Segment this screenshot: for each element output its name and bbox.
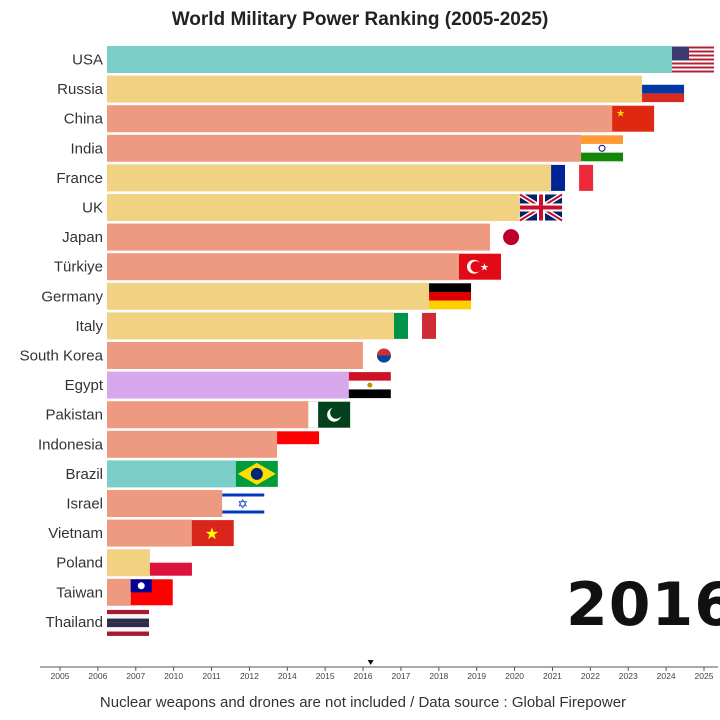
country-label: India (70, 140, 103, 157)
country-label: UK (82, 200, 103, 217)
current-year-label: 2016 (566, 570, 720, 640)
timeline-tick-label[interactable]: 2012 (240, 671, 259, 681)
country-label: Vietnam (48, 525, 103, 542)
country-label: China (64, 111, 104, 128)
flag-us-icon (672, 46, 714, 73)
timeline-tick-label[interactable]: 2005 (51, 671, 70, 681)
bar-türkiye (107, 253, 459, 281)
flag-pk-icon (308, 401, 351, 428)
svg-text:★: ★ (616, 109, 625, 120)
country-label: Pakistan (45, 407, 103, 424)
timeline-tick-label[interactable]: 2023 (619, 671, 638, 681)
country-label: Indonesia (38, 436, 104, 453)
bar-india (107, 134, 582, 162)
country-label: Poland (56, 555, 103, 572)
country-label: Russia (57, 81, 104, 98)
bar-russia (107, 75, 643, 103)
timeline-tick-label[interactable]: 2014 (278, 671, 297, 681)
timeline-tick-label[interactable]: 2015 (316, 671, 335, 681)
flag-eg-icon (348, 372, 391, 399)
footer-note: Nuclear weapons and drones are not inclu… (99, 694, 627, 711)
bar-italy (107, 312, 395, 340)
flag-jp-icon (490, 224, 533, 251)
flag-tw-icon (130, 579, 173, 606)
country-label: USA (72, 52, 103, 69)
svg-text:✡: ✡ (237, 497, 248, 512)
timeline-tick-label[interactable]: 2011 (202, 671, 221, 681)
timeline-tick-label[interactable]: 2007 (126, 671, 145, 681)
flag-vn-icon: ★ (191, 520, 234, 547)
flag-de-icon (429, 283, 472, 310)
timeline-tick-label[interactable]: 2024 (657, 671, 676, 681)
bar-germany (107, 282, 430, 310)
flag-in-icon (581, 135, 624, 162)
flag-id-icon (277, 431, 320, 458)
timeline-tick-label[interactable]: 2025 (695, 671, 714, 681)
flag-uk-icon (518, 192, 564, 223)
bar-france (107, 164, 552, 192)
bar-pakistan (107, 401, 309, 429)
bar-vietnam (107, 519, 192, 547)
svg-text:★: ★ (205, 526, 219, 543)
bar-south-korea (107, 342, 363, 369)
flag-pl-icon (149, 549, 192, 576)
timeline-tick-label[interactable]: 2019 (467, 671, 486, 681)
country-label: Egypt (65, 377, 104, 394)
timeline-tick-label[interactable]: 2020 (505, 671, 524, 681)
flag-fr-icon (551, 164, 594, 191)
flag-it-icon (394, 312, 437, 339)
timeline-tick-label[interactable]: 2022 (581, 671, 600, 681)
country-label: Taiwan (56, 584, 103, 601)
flag-kr-icon (362, 342, 405, 369)
country-label: Japan (62, 229, 103, 246)
timeline-tick-label[interactable]: 2021 (543, 671, 562, 681)
bar-china (107, 105, 613, 133)
timeline-marker[interactable] (367, 660, 374, 665)
flag-ru-icon (642, 76, 685, 103)
country-label: Türkiye (54, 259, 103, 276)
timeline-tick-label[interactable]: 2017 (391, 671, 410, 681)
bar-israel (107, 490, 223, 517)
bar-usa (107, 46, 672, 73)
bar-uk (107, 194, 521, 221)
country-label: Germany (41, 288, 103, 305)
timeline-tick-label[interactable]: 2016 (354, 671, 373, 681)
timeline-tick-label[interactable]: 2006 (88, 671, 107, 681)
bar-japan (107, 223, 491, 251)
country-label: Thailand (45, 614, 103, 631)
flag-br-icon (235, 460, 278, 487)
bar-brazil (107, 460, 236, 488)
timeline-tick-label[interactable]: 2010 (164, 671, 183, 681)
flag-il-icon: ✡ (222, 490, 265, 517)
flag-th-icon (107, 609, 149, 636)
bar-egypt (107, 371, 349, 399)
country-label: Israel (66, 496, 103, 513)
country-label: Brazil (65, 466, 103, 483)
bar-taiwan (107, 578, 131, 606)
bar-poland (107, 549, 150, 577)
chart-title: World Military Power Ranking (2005-2025) (171, 9, 549, 30)
flag-tr-icon: ★ (458, 253, 501, 280)
country-label: South Korea (20, 348, 104, 365)
svg-text:★: ★ (480, 263, 489, 274)
country-label: Italy (75, 318, 103, 335)
timeline-tick-label[interactable]: 2018 (429, 671, 448, 681)
bar-indonesia (107, 430, 278, 458)
country-label: France (56, 170, 103, 187)
flag-cn-icon: ★ (612, 105, 655, 132)
